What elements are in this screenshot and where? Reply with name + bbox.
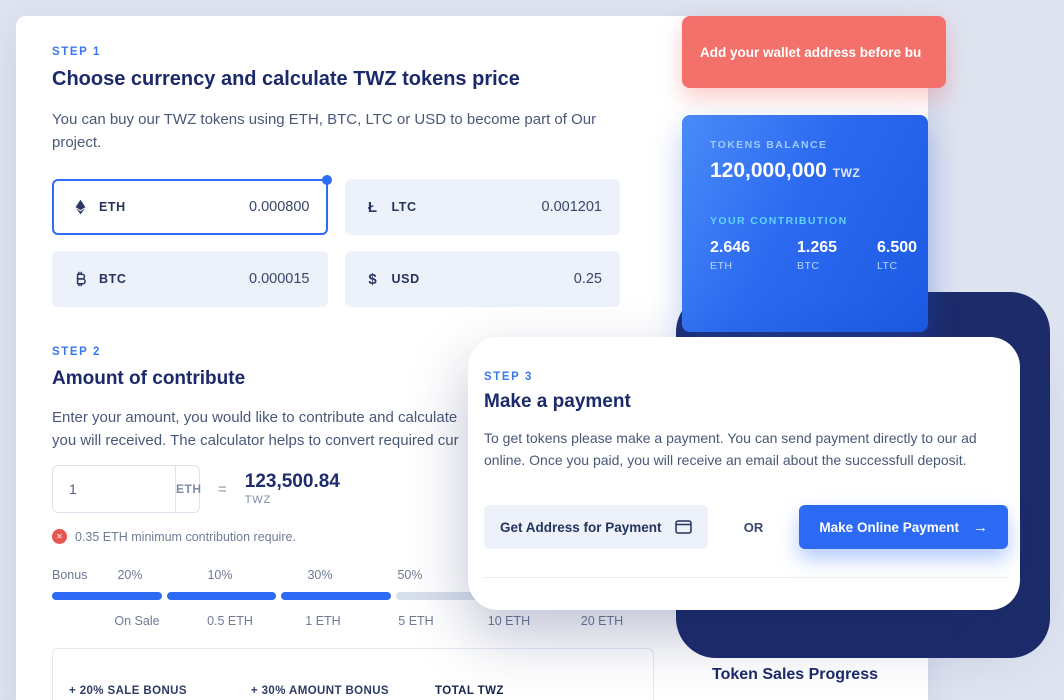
bonus-scale-label: 0.5 ETH [207, 614, 253, 628]
amount-input[interactable] [53, 466, 175, 512]
conversion-result: 123,500.84 TWZ [244, 470, 340, 507]
litecoin-icon: Ł [367, 198, 378, 216]
tokens-balance-label: TOKENS BALANCE [710, 139, 828, 151]
minimum-contribution-text: 0.35 ETH minimum contribution require. [75, 529, 296, 544]
bonus-tick-label: 50% [397, 568, 423, 582]
bonus-tick-label: 30% [307, 568, 333, 582]
bonus-scale-label: 1 ETH [305, 614, 341, 628]
bonus-label: Bonus [52, 568, 88, 582]
currency-rate: 0.000800 [249, 199, 310, 215]
contribution-row: 2.646 ETH 1.265 BTC 6.500 LTC [710, 239, 928, 272]
tokens-balance-card: TOKENS BALANCE 120,000,000 TWZ YOUR CONT… [682, 115, 928, 332]
step3-label: STEP 3 [484, 371, 534, 383]
step2-description-line2: you will received. The calculator helps … [52, 432, 459, 450]
currency-code: USD [391, 272, 420, 286]
currency-option-btc[interactable]: BTC 0.000015 [52, 251, 328, 307]
bitcoin-icon [70, 271, 90, 287]
contribution-value: 6.500 [877, 239, 918, 256]
bonus-scale-label: 20 ETH [580, 614, 624, 628]
bonus-scale: Bonus 20% 10% 30% 50% On Sale 0.5 ETH 1 … [52, 568, 624, 648]
contribution-currency: ETH [710, 260, 733, 272]
wallet-alert-banner: Add your wallet address before bu [682, 16, 946, 88]
currency-code: BTC [99, 272, 127, 286]
make-online-payment-label: Make Online Payment [819, 519, 959, 535]
ethereum-icon [70, 199, 90, 215]
currency-option-eth[interactable]: ETH 0.000800 [52, 175, 332, 235]
contribution-value: 1.265 [797, 239, 838, 256]
selected-indicator-dot [321, 175, 332, 185]
currency-rate: 0.000015 [249, 271, 310, 287]
amount-bonus-label: + 30% AMOUNT BONUS [250, 685, 390, 697]
step2-label: STEP 2 [52, 346, 102, 358]
step3-description: To get tokens please make a payment. You… [484, 427, 1014, 472]
get-address-button[interactable]: Get Address for Payment [484, 505, 708, 549]
contribution-eth: 2.646 ETH [710, 239, 797, 272]
bonus-tick-label: 20% [117, 568, 143, 582]
payment-modal: STEP 3 Make a payment To get tokens plea… [468, 337, 1020, 610]
currency-option-ltc[interactable]: Ł LTC 0.001201 [344, 179, 620, 235]
amount-input-group: ETH [52, 465, 202, 513]
step2-description-line1: Enter your amount, you would like to con… [52, 409, 458, 426]
contribution-currency: BTC [797, 260, 820, 272]
token-sales-progress-card: Token Sales Progress [682, 654, 928, 700]
step1-label: STEP 1 [52, 46, 102, 58]
dollar-icon: $ [368, 270, 377, 288]
token-result-currency: TWZ [244, 494, 271, 507]
contribution-btc: 1.265 BTC [797, 239, 877, 272]
amount-currency-label: ETH [175, 466, 202, 512]
address-card-icon [674, 520, 692, 534]
currency-option-usd[interactable]: $ USD 0.25 [344, 251, 620, 307]
bonus-tick-label: 10% [207, 568, 233, 582]
contribution-currency: LTC [877, 260, 898, 272]
bonus-scale-label: 5 ETH [398, 614, 434, 628]
contribution-ltc: 6.500 LTC [877, 239, 917, 272]
step1-title: Choose currency and calculate TWZ tokens… [52, 68, 520, 90]
currency-rate: 0.001201 [541, 199, 602, 215]
minimum-contribution-note: ✕ 0.35 ETH minimum contribution require. [52, 529, 296, 544]
token-result-value: 123,500.84 [244, 470, 340, 492]
step2-description: Enter your amount, you would like to con… [52, 406, 632, 453]
progress-segment [52, 592, 162, 600]
total-twz-label: TOTAL TWZ [435, 685, 504, 697]
error-icon: ✕ [52, 529, 67, 544]
tokens-balance-value-row: 120,000,000 TWZ [710, 159, 928, 183]
tokens-balance-value: 120,000,000 [710, 159, 827, 182]
bonus-scale-label: 10 ETH [487, 614, 531, 628]
your-contribution-label: YOUR CONTRIBUTION [710, 215, 848, 227]
get-address-button-label: Get Address for Payment [500, 519, 662, 535]
equals-sign: = [218, 480, 227, 498]
progress-segment [395, 592, 506, 600]
arrow-right-icon: → [972, 518, 988, 536]
currency-code: LTC [391, 200, 417, 214]
progress-segment [166, 592, 277, 600]
payment-buttons-row: Get Address for Payment OR Make Online P… [484, 505, 1008, 549]
make-online-payment-button[interactable]: Make Online Payment → [799, 505, 1008, 549]
currency-rate: 0.25 [573, 271, 602, 287]
currency-code: ETH [99, 200, 126, 214]
step3-description-line2: online. Once you paid, you will receive … [484, 452, 967, 469]
step1-description: You can buy our TWZ tokens using ETH, BT… [52, 111, 597, 152]
step3-title: Make a payment [484, 391, 631, 412]
bonus-summary-box: + 20% SALE BONUS + 30% AMOUNT BONUS TOTA… [52, 648, 654, 700]
or-separator: OR [743, 519, 764, 535]
token-sales-progress-title: Token Sales Progress [712, 666, 878, 683]
modal-divider [484, 577, 1008, 578]
contribution-value: 2.646 [710, 239, 751, 256]
tokens-balance-currency: TWZ [832, 166, 861, 180]
amount-calculator-row: ETH = 123,500.84 TWZ [52, 465, 340, 513]
wallet-alert-text: Add your wallet address before bu [700, 44, 922, 60]
currency-grid: ETH 0.000800 Ł LTC 0.001201 [52, 175, 620, 307]
sale-bonus-label: + 20% SALE BONUS [69, 685, 187, 697]
step2-title: Amount of contribute [52, 368, 246, 389]
step3-description-line1: To get tokens please make a payment. You… [484, 430, 977, 446]
bonus-scale-label: On Sale [114, 614, 160, 628]
progress-segment [281, 592, 391, 600]
